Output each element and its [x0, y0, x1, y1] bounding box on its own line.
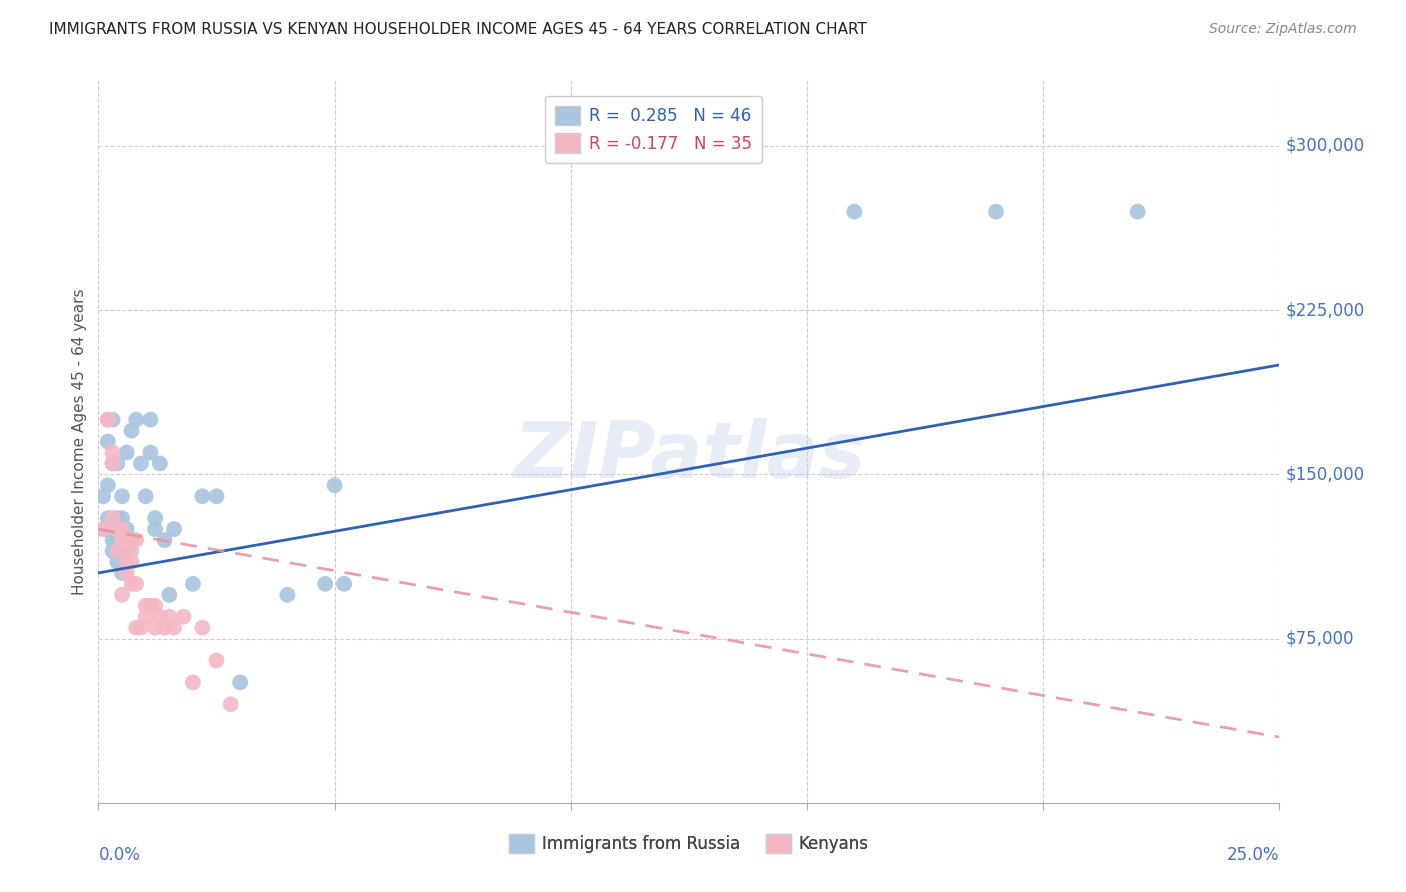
Point	[101, 511, 124, 525]
Point	[105, 522, 128, 536]
Point	[105, 457, 128, 471]
Text: IMMIGRANTS FROM RUSSIA VS KENYAN HOUSEHOLDER INCOME AGES 45 - 64 YEARS CORRELATI: IMMIGRANTS FROM RUSSIA VS KENYAN HOUSEHO…	[49, 22, 868, 37]
Point	[129, 621, 152, 635]
Point	[111, 588, 134, 602]
Point	[143, 511, 166, 525]
Point	[323, 478, 346, 492]
Point	[125, 412, 148, 426]
Point	[135, 609, 157, 624]
Point	[205, 489, 228, 503]
Point	[163, 621, 186, 635]
Point	[135, 599, 157, 613]
Point	[101, 457, 124, 471]
Point	[129, 457, 152, 471]
Point	[149, 457, 172, 471]
Point	[314, 577, 336, 591]
Point	[121, 577, 143, 591]
Point	[111, 533, 134, 547]
Point	[125, 533, 148, 547]
Point	[101, 511, 124, 525]
Point	[219, 698, 242, 712]
Point	[101, 533, 124, 547]
Point	[121, 555, 143, 569]
Text: 0.0%: 0.0%	[98, 847, 141, 864]
Point	[172, 609, 194, 624]
Legend: Immigrants from Russia, Kenyans: Immigrants from Russia, Kenyans	[502, 827, 876, 860]
Text: $300,000: $300,000	[1285, 137, 1364, 155]
Point	[181, 675, 204, 690]
Point	[111, 566, 134, 580]
Point	[157, 588, 180, 602]
Point	[333, 577, 356, 591]
Point	[111, 489, 134, 503]
Point	[115, 555, 138, 569]
Y-axis label: Householder Income Ages 45 - 64 years: Householder Income Ages 45 - 64 years	[72, 288, 87, 595]
Point	[139, 445, 162, 459]
Point	[91, 489, 114, 503]
Point	[115, 544, 138, 558]
Point	[157, 609, 180, 624]
Point	[205, 653, 228, 667]
Point	[115, 522, 138, 536]
Point	[91, 522, 114, 536]
Point	[105, 511, 128, 525]
Point	[105, 533, 128, 547]
Point	[97, 412, 120, 426]
Point	[143, 621, 166, 635]
Point	[191, 621, 214, 635]
Point	[91, 522, 114, 536]
Point	[149, 609, 172, 624]
Point	[105, 544, 128, 558]
Point	[101, 544, 124, 558]
Point	[135, 489, 157, 503]
Text: $225,000: $225,000	[1285, 301, 1365, 319]
Point	[143, 599, 166, 613]
Point	[97, 412, 120, 426]
Point	[153, 533, 176, 547]
Point	[153, 621, 176, 635]
Point	[1126, 204, 1149, 219]
Point	[121, 424, 143, 438]
Point	[143, 522, 166, 536]
Point	[181, 577, 204, 591]
Point	[115, 566, 138, 580]
Point	[115, 533, 138, 547]
Point	[115, 445, 138, 459]
Point	[97, 434, 120, 449]
Point	[97, 478, 120, 492]
Point	[139, 599, 162, 613]
Point	[125, 621, 148, 635]
Point	[191, 489, 214, 503]
Point	[97, 511, 120, 525]
Point	[105, 555, 128, 569]
Point	[101, 457, 124, 471]
Text: Source: ZipAtlas.com: Source: ZipAtlas.com	[1209, 22, 1357, 37]
Point	[121, 544, 143, 558]
Point	[111, 522, 134, 536]
Text: $75,000: $75,000	[1285, 630, 1354, 648]
Point	[844, 204, 866, 219]
Point	[101, 412, 124, 426]
Point	[984, 204, 1007, 219]
Text: 25.0%: 25.0%	[1227, 847, 1279, 864]
Point	[111, 533, 134, 547]
Point	[276, 588, 298, 602]
Point	[121, 533, 143, 547]
Point	[111, 511, 134, 525]
Text: ZIPatlas: ZIPatlas	[513, 418, 865, 494]
Point	[111, 544, 134, 558]
Point	[229, 675, 252, 690]
Point	[163, 522, 186, 536]
Text: $150,000: $150,000	[1285, 466, 1364, 483]
Point	[139, 412, 162, 426]
Point	[125, 577, 148, 591]
Point	[101, 445, 124, 459]
